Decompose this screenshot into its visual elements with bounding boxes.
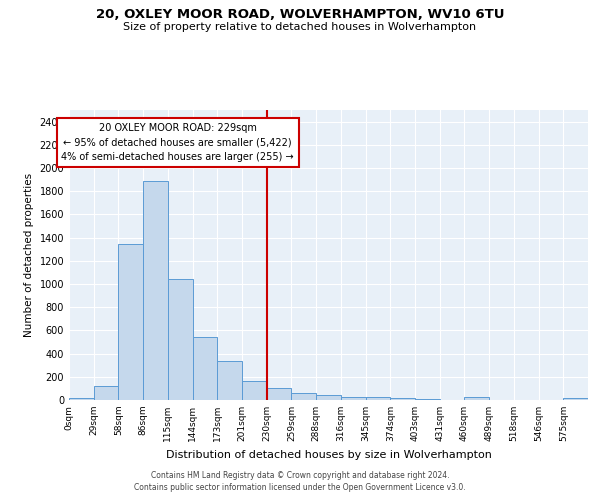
Text: Size of property relative to detached houses in Wolverhampton: Size of property relative to detached ho… [124,22,476,32]
Bar [217,361,242,400]
Bar [267,388,292,400]
Bar [365,397,390,400]
Bar [292,393,316,400]
Bar [390,398,415,400]
Text: 20 OXLEY MOOR ROAD: 229sqm
← 95% of detached houses are smaller (5,422)
4% of se: 20 OXLEY MOOR ROAD: 229sqm ← 95% of deta… [61,123,294,162]
Bar [118,244,143,400]
Bar [316,396,341,400]
Bar [563,398,588,400]
X-axis label: Distribution of detached houses by size in Wolverhampton: Distribution of detached houses by size … [166,450,491,460]
Bar [193,337,217,400]
Bar [242,382,267,400]
Bar [168,279,193,400]
Bar [143,181,168,400]
Y-axis label: Number of detached properties: Number of detached properties [24,173,34,337]
Text: 20, OXLEY MOOR ROAD, WOLVERHAMPTON, WV10 6TU: 20, OXLEY MOOR ROAD, WOLVERHAMPTON, WV10… [96,8,504,20]
Bar [341,396,365,400]
Bar [69,398,94,400]
Bar [464,397,489,400]
Text: Contains HM Land Registry data © Crown copyright and database right 2024.
Contai: Contains HM Land Registry data © Crown c… [134,471,466,492]
Bar [94,386,118,400]
Bar [415,399,440,400]
